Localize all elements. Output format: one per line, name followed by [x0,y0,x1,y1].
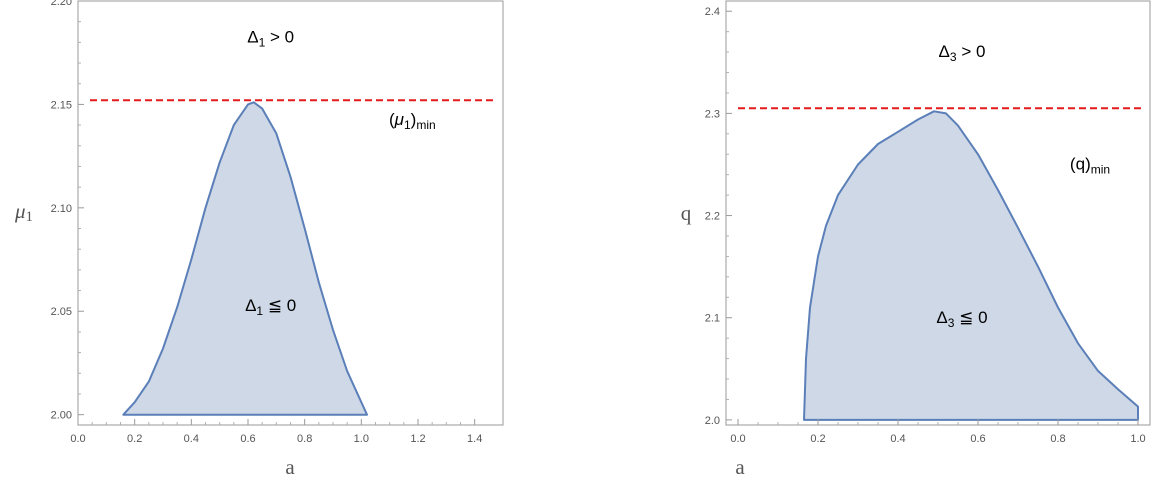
annotation-positive: Δ1 > 0 [247,27,294,49]
panel-q: 0.0 0.2 0.4 0.6 0.8 1.0 2.0 2.1 2.2 2.3 2.4 a q Δ… [681,0,1151,479]
annotation-nonpositive: Δ3 ≦ 0 [936,308,987,330]
x-axis-label: a [285,455,295,479]
x-tick-label: 0.2 [127,433,142,445]
y-tick-label: 2.1 [705,313,720,325]
negative-region-area [122,101,368,416]
x-tick-label: 0.4 [890,433,905,445]
x-tick-label: 0.8 [297,433,312,445]
y-tick-label: 2.3 [705,108,720,120]
panel-mu1: 0.0 0.2 0.4 0.6 0.8 1.0 1.2 1.4 2.00 2.05 2.10 2.1… [14,0,504,479]
y-axis-ticks: 2.0 2.1 2.2 2.3 2.4 [705,6,732,427]
x-tick-label: 0.6 [240,433,255,445]
y-axis-ticks: 2.00 2.05 2.10 2.15 2.20 [51,0,84,422]
x-tick-label: 0.4 [184,433,199,445]
annotation-minimum: (q)min [1070,155,1110,177]
x-tick-label: 0.8 [1050,433,1065,445]
y-tick-label: 2.15 [51,99,72,111]
y-tick-label: 2.10 [51,203,72,215]
y-tick-label: 2.05 [51,306,72,318]
y-tick-label: 2.4 [705,6,720,18]
x-tick-label: 0.0 [70,433,85,445]
y-tick-label: 2.20 [51,0,72,8]
x-tick-label: 0.6 [970,433,985,445]
y-tick-label: 2.00 [51,410,72,422]
y-axis-label: q [681,201,692,225]
x-axis-ticks: 0.0 0.2 0.4 0.6 0.8 1.0 [730,419,1146,445]
x-tick-label: 1.4 [467,433,482,445]
x-tick-label: 0.2 [810,433,825,445]
x-axis-ticks: 0.0 0.2 0.4 0.6 0.8 1.0 1.2 1.4 [70,419,482,445]
annotation-nonpositive: Δ1 ≦ 0 [245,296,296,318]
x-axis-label: a [735,455,745,479]
x-tick-label: 1.2 [410,433,425,445]
y-tick-label: 2.0 [705,415,720,427]
negative-region-area [803,110,1139,421]
x-tick-label: 1.0 [1130,433,1145,445]
annotation-positive: Δ3 > 0 [939,42,986,64]
x-tick-label: 1.0 [354,433,369,445]
x-tick-label: 0.0 [730,433,745,445]
y-axis-label: μ1 [14,199,33,225]
y-tick-label: 2.2 [705,211,720,223]
annotation-minimum: (μ1)min [389,110,436,132]
